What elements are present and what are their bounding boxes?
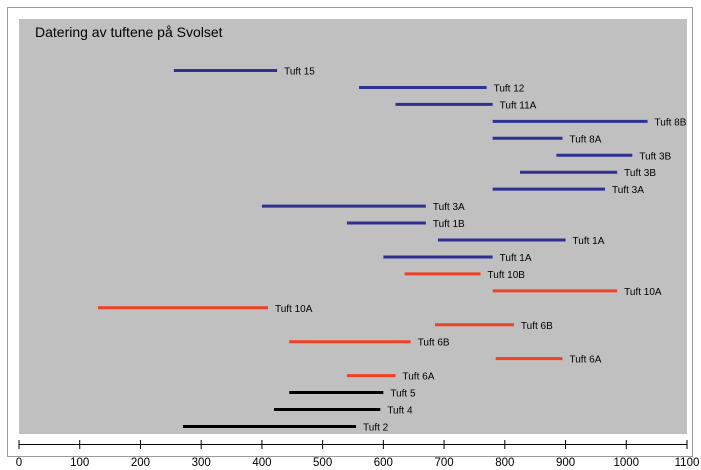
bar-label: Tuft 3A [433, 202, 465, 213]
bar-label: Tuft 1A [573, 236, 605, 247]
chart-border [7, 7, 693, 457]
x-tick-label: 100 [70, 457, 89, 469]
bar-label: Tuft 3B [639, 151, 671, 162]
x-tick-label: 600 [374, 457, 393, 469]
bar-label: Tuft 6B [521, 321, 553, 332]
bar-label: Tuft 3A [612, 185, 644, 196]
bar-label: Tuft 12 [494, 83, 525, 94]
bar-label: Tuft 6B [418, 338, 450, 349]
bar-label: Tuft 10A [624, 287, 662, 298]
bar-label: Tuft 4 [387, 406, 413, 417]
bar-label: Tuft 10A [275, 304, 313, 315]
x-tick-label: 0 [16, 457, 22, 469]
chart-title: Datering av tuftene på Svolset [35, 24, 223, 40]
bar-label: Tuft 6A [570, 355, 602, 366]
x-tick-label: 800 [495, 457, 514, 469]
x-tick-label: 900 [556, 457, 575, 469]
bar-label: Tuft 3B [624, 168, 656, 179]
bar-label: Tuft 2 [363, 422, 389, 433]
x-tick-label: 1100 [675, 457, 700, 469]
bar-label: Tuft 11A [500, 100, 537, 111]
bar-label: Tuft 5 [390, 389, 416, 400]
bar-label: Tuft 1B [433, 219, 465, 230]
bar-label: Tuft 8B [655, 117, 687, 128]
x-tick-label: 700 [434, 457, 453, 469]
x-tick-label: 400 [252, 457, 271, 469]
plot-area [19, 19, 687, 434]
bar-label: Tuft 8A [570, 134, 602, 145]
bars: Tuft 15 Tuft 12 Tuft 11A Tuft 8B Tuft 8A Tuft… [97, 67, 687, 433]
x-tick-label: 1000 [613, 457, 639, 469]
bar-label: Tuft 1A [500, 253, 532, 264]
bar-label: Tuft 10B [488, 270, 526, 281]
bar-label: Tuft 15 [284, 67, 315, 78]
x-axis-ticks: 0 100 200 300 400 500 600 700 800 900 1000 1100 [16, 440, 700, 469]
x-tick-label: 200 [131, 457, 150, 469]
x-tick-label: 500 [313, 457, 332, 469]
bar-label: Tuft 6A [403, 372, 435, 383]
x-tick-label: 300 [192, 457, 211, 469]
